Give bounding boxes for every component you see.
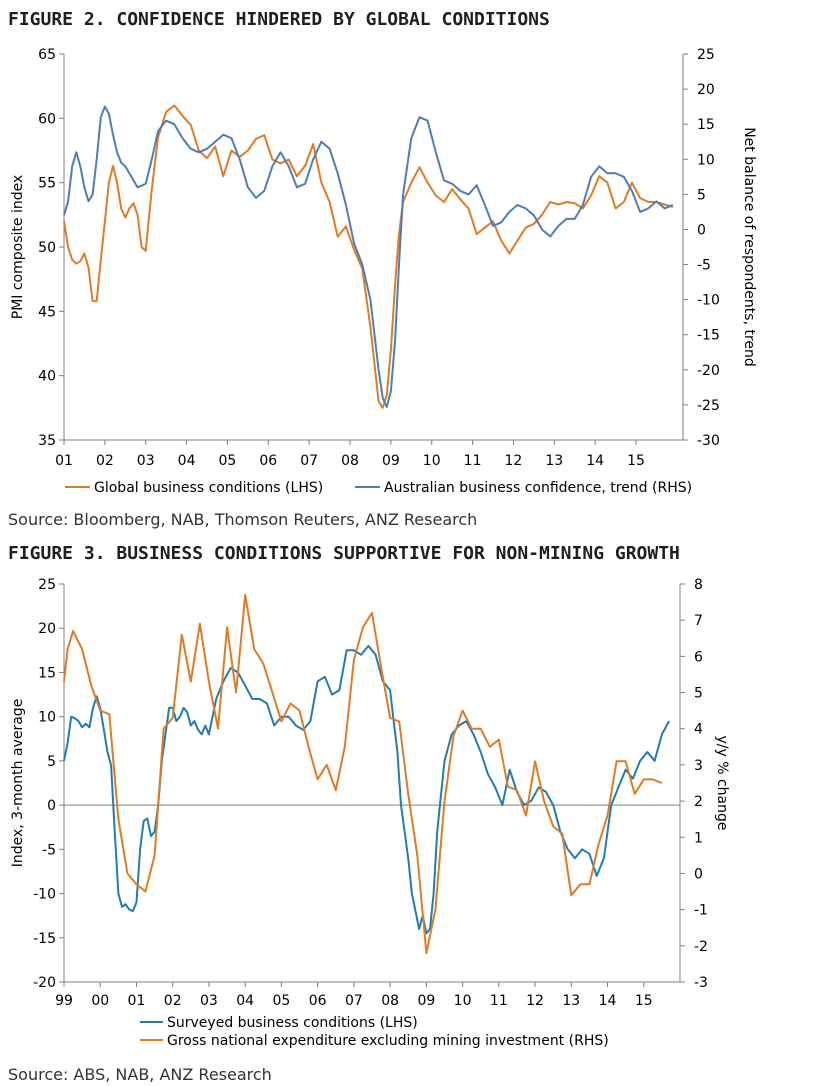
x-axis-tick-label: 13 (545, 453, 563, 469)
x-axis-tick-label: 10 (423, 453, 441, 469)
left-axis-title: PMI composite index (10, 175, 26, 320)
left-axis-tick-label: 35 (38, 433, 56, 449)
series-line-1 (63, 104, 674, 409)
legend-label-1: Surveyed business conditions (LHS) (167, 1015, 418, 1031)
right-axis-tick-label: 6 (694, 649, 703, 665)
right-axis-tick-label: 0 (694, 866, 703, 882)
figure-3-source: Source: ABS, NAB, ANZ Research (8, 1065, 272, 1084)
x-axis-tick-label: 15 (635, 993, 653, 1009)
x-axis-tick-label: 07 (300, 453, 318, 469)
x-axis-tick-label: 15 (627, 453, 645, 469)
x-axis-tick-label: 03 (137, 453, 155, 469)
x-axis-tick-label: 12 (526, 993, 544, 1009)
x-axis-tick-label: 11 (490, 993, 508, 1009)
x-axis-tick-label: 04 (236, 993, 254, 1009)
right-axis-tick-label: 5 (694, 686, 703, 702)
figure-2-chart: 35404550556065-30-25-20-15-10-5051015202… (10, 47, 757, 496)
right-axis-tick-label: -20 (697, 363, 720, 379)
left-axis-tick-label: 0 (47, 798, 56, 814)
right-axis-tick-label: 2 (694, 794, 703, 810)
left-axis-tick-label: -5 (42, 842, 56, 858)
series-line-2 (63, 593, 663, 955)
left-axis-tick-label: -15 (33, 931, 56, 947)
figure-2-source: Source: Bloomberg, NAB, Thomson Reuters,… (8, 510, 478, 529)
x-axis-tick-label: 09 (382, 453, 400, 469)
right-axis-tick-label: -1 (694, 903, 708, 919)
right-axis-tick-label: 15 (697, 117, 715, 133)
left-axis-tick-label: 55 (38, 176, 56, 192)
x-axis-tick-label: 00 (91, 993, 109, 1009)
left-axis-tick-label: 25 (38, 577, 56, 593)
right-axis-tick-label: -2 (694, 939, 708, 955)
legend-label-2: Gross national expenditure excluding min… (167, 1033, 609, 1049)
right-axis-title: Net balance of respondents, trend (741, 127, 757, 367)
right-axis-tick-label: 20 (697, 82, 715, 98)
x-axis-tick-label: 08 (381, 993, 399, 1009)
right-axis-tick-label: 7 (694, 613, 703, 629)
x-axis-tick-label: 11 (464, 453, 482, 469)
left-axis-tick-label: 60 (38, 111, 56, 127)
left-axis-tick-label: 50 (38, 240, 56, 256)
x-axis-tick-label: 06 (259, 453, 277, 469)
x-axis-tick-label: 06 (309, 993, 327, 1009)
right-axis-tick-label: 8 (694, 577, 703, 593)
x-axis-tick-label: 02 (96, 453, 114, 469)
x-axis-tick-label: 01 (55, 453, 73, 469)
x-axis-tick-label: 03 (200, 993, 218, 1009)
figure-2-title: FIGURE 2. CONFIDENCE HINDERED BY GLOBAL … (8, 9, 550, 30)
right-axis-tick-label: 10 (697, 152, 715, 168)
x-axis-tick-label: 04 (178, 453, 196, 469)
x-axis-tick-label: 14 (599, 993, 617, 1009)
x-axis-tick-label: 09 (417, 993, 435, 1009)
left-axis-tick-label: 15 (38, 665, 56, 681)
left-axis-tick-label: 20 (38, 621, 56, 637)
x-axis-tick-label: 07 (345, 993, 363, 1009)
right-axis-tick-label: -15 (697, 328, 720, 344)
left-axis-tick-label: 5 (47, 754, 56, 770)
left-axis-title: Index, 3-month average (10, 699, 26, 868)
left-axis-tick-label: -10 (33, 887, 56, 903)
right-axis-tick-label: 1 (694, 830, 703, 846)
right-axis-tick-label: -5 (697, 258, 711, 274)
right-axis-tick-label: 5 (697, 187, 706, 203)
right-axis-tick-label: 4 (694, 722, 703, 738)
legend-label-2: Australian business confidence, trend (R… (384, 480, 692, 496)
x-axis-tick-label: 05 (219, 453, 237, 469)
right-axis-tick-label: 0 (697, 222, 706, 238)
left-axis-tick-label: -20 (33, 975, 56, 991)
figure-3-title: FIGURE 3. BUSINESS CONDITIONS SUPPORTIVE… (8, 543, 680, 564)
left-axis-tick-label: 65 (38, 47, 56, 63)
legend-label-1: Global business conditions (LHS) (94, 480, 323, 496)
x-axis-tick-label: 99 (55, 993, 73, 1009)
right-axis-tick-label: -3 (694, 975, 708, 991)
series-line-2 (63, 105, 674, 408)
right-axis-tick-label: 3 (694, 758, 703, 774)
x-axis-tick-label: 05 (272, 993, 290, 1009)
left-axis-tick-label: 10 (38, 710, 56, 726)
x-axis-tick-label: 14 (586, 453, 604, 469)
left-axis-tick-label: 40 (38, 369, 56, 385)
left-axis-tick-label: 45 (38, 304, 56, 320)
x-axis-tick-label: 08 (341, 453, 359, 469)
x-axis-tick-label: 10 (454, 993, 472, 1009)
x-axis-tick-label: 13 (562, 993, 580, 1009)
right-axis-tick-label: -10 (697, 293, 720, 309)
x-axis-tick-label: 12 (505, 453, 523, 469)
right-axis-title: y/y % change (714, 735, 730, 830)
right-axis-tick-label: -25 (697, 398, 720, 414)
x-axis-tick-label: 01 (128, 993, 146, 1009)
right-axis-tick-label: 25 (697, 47, 715, 63)
series-line-1 (63, 644, 670, 935)
right-axis-tick-label: -30 (697, 433, 720, 449)
x-axis-tick-label: 02 (164, 993, 182, 1009)
